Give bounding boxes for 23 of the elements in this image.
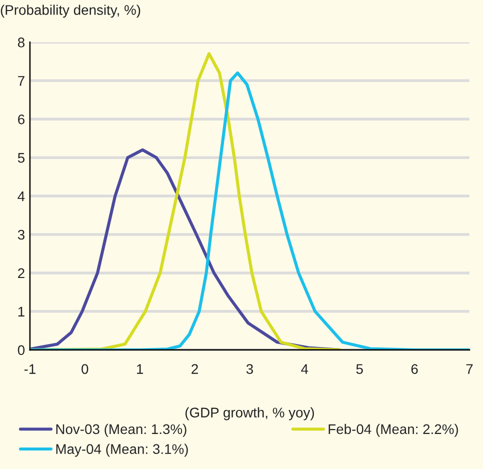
y-tick-label: 3 <box>18 230 24 240</box>
y-tick-label: 5 <box>18 153 25 163</box>
y-tick-label: 4 <box>18 192 25 202</box>
legend-label: May-04 (Mean: 3.1%) <box>56 444 188 457</box>
legend-label: Feb-04 (Mean: 2.2%) <box>328 424 458 437</box>
y-tick-label: 0 <box>18 345 25 356</box>
y-tick-label: 2 <box>18 268 24 278</box>
x-axis-title: (GDP growth, % yoy) <box>185 407 314 420</box>
y-tick-label: 7 <box>18 76 24 86</box>
x-tick-label: 5 <box>356 364 363 374</box>
y-tick-label: 1 <box>18 306 24 316</box>
legend-label: Nov-03 (Mean: 1.3%) <box>56 424 186 437</box>
x-tick-label: 6 <box>411 364 418 374</box>
y-tick-label: 8 <box>18 38 24 48</box>
y-axis-title: (Probability density, %) <box>0 4 140 18</box>
x-tick-label: 1 <box>137 364 144 374</box>
x-tick-label: 4 <box>301 364 308 374</box>
x-tick-label: 2 <box>192 364 198 374</box>
x-tick-label: -1 <box>24 364 36 374</box>
x-tick-label: 7 <box>466 364 473 374</box>
x-tick-label: 0 <box>82 364 88 374</box>
x-tick-label: 3 <box>246 364 253 374</box>
y-tick-label: 6 <box>18 114 24 124</box>
